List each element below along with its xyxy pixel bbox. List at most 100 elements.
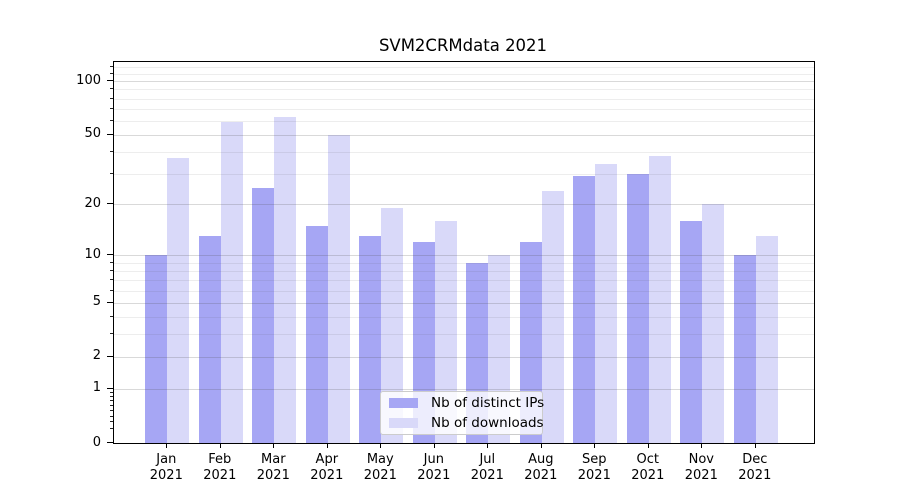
ytick-label-100: 100 <box>76 72 101 88</box>
legend: Nb of distinct IPs Nb of downloads <box>380 391 545 435</box>
ytick-minor-90 <box>109 88 113 90</box>
ytick-minor-60 <box>109 119 113 121</box>
legend-item-downloads: Nb of downloads <box>381 415 544 432</box>
ytick-minor-0.2 <box>109 427 113 429</box>
xtick-may <box>380 443 382 448</box>
legend-label-downloads: Nb of downloads <box>431 415 544 431</box>
ytick-minor-70 <box>109 107 113 109</box>
xtick-jul <box>487 443 489 448</box>
bar-downloads-may <box>381 208 404 443</box>
gridline-minor-60 <box>114 120 814 122</box>
gridline-minor-110 <box>114 73 814 75</box>
bar-distinct-ips-dec <box>733 255 756 443</box>
xtick-feb <box>219 443 221 448</box>
ytick-minor-0.7 <box>109 400 113 402</box>
ytick-minor-6 <box>109 289 113 291</box>
bar-downloads-nov <box>702 204 725 443</box>
ytick-minor-7 <box>109 279 113 280</box>
xtick-label-jun: Jun 2021 <box>417 452 451 483</box>
bar-downloads-jun <box>434 220 457 443</box>
ytick-label-10: 10 <box>84 246 101 262</box>
ytick-minor-120 <box>109 66 113 68</box>
gridline-minor-70 <box>114 108 814 110</box>
bar-distinct-ips-sep <box>573 176 596 443</box>
xtick-oct <box>647 443 649 448</box>
legend-item-distinct-ips: Nb of distinct IPs <box>381 395 545 412</box>
xtick-aug <box>540 443 542 448</box>
xtick-label-oct: Oct 2021 <box>631 452 665 483</box>
bar-distinct-ips-may <box>359 236 382 443</box>
xtick-label-sep: Sep 2021 <box>577 452 611 483</box>
ytick-minor-80 <box>109 97 113 99</box>
ytick-minor-0.8 <box>109 395 113 397</box>
ytick-minor-0.9 <box>109 391 113 393</box>
ytick-label-5: 5 <box>92 294 101 309</box>
gridline-minor-40 <box>114 151 814 153</box>
xtick-label-dec: Dec 2021 <box>738 452 772 483</box>
bar-downloads-apr <box>327 134 350 443</box>
gridline-major-50 <box>114 134 814 136</box>
ytick-label-50: 50 <box>84 126 101 142</box>
gridline-minor-30 <box>114 173 814 175</box>
ytick-label-1: 1 <box>92 380 101 396</box>
bar-distinct-ips-feb <box>198 236 221 443</box>
bar-distinct-ips-mar <box>252 187 275 443</box>
xtick-label-may: May 2021 <box>363 452 397 483</box>
xtick-jun <box>433 443 435 448</box>
ytick-minor-9 <box>109 261 113 263</box>
ytick-minor-4 <box>109 315 113 317</box>
bar-downloads-jan <box>167 157 190 443</box>
xtick-label-jul: Jul 2021 <box>470 452 504 483</box>
chart-title: SVM2CRMdata 2021 <box>378 36 548 55</box>
bar-downloads-aug <box>541 190 564 443</box>
bar-distinct-ips-jan <box>145 255 168 443</box>
xtick-label-aug: Aug 2021 <box>524 452 558 483</box>
legend-swatch-downloads <box>389 418 418 428</box>
bar-downloads-oct <box>648 155 671 443</box>
xtick-dec <box>754 443 756 448</box>
ytick-label-2: 2 <box>92 348 101 364</box>
ytick-20 <box>107 203 113 205</box>
xtick-nov <box>701 443 703 448</box>
ytick-2 <box>107 355 113 357</box>
gridline-minor-90 <box>114 89 814 91</box>
ytick-minor-110 <box>109 72 113 74</box>
ytick-50 <box>107 133 113 135</box>
ytick-minor-3 <box>109 333 113 335</box>
xtick-label-apr: Apr 2021 <box>310 452 344 483</box>
bar-distinct-ips-nov <box>680 220 703 443</box>
ytick-100 <box>107 80 113 82</box>
ytick-minor-40 <box>109 150 113 152</box>
gridline-major-100 <box>114 81 814 83</box>
gridline-minor-80 <box>114 98 814 100</box>
ytick-5 <box>107 301 113 303</box>
bar-downloads-mar <box>274 117 297 443</box>
ytick-1 <box>107 387 113 389</box>
xtick-label-nov: Nov 2021 <box>684 452 718 483</box>
ytick-10 <box>107 254 113 255</box>
xtick-jan <box>166 443 168 448</box>
ytick-minor-30 <box>109 172 113 174</box>
ytick-minor-0.3 <box>109 421 113 423</box>
bar-distinct-ips-oct <box>626 173 649 443</box>
xtick-label-jan: Jan 2021 <box>149 452 183 483</box>
legend-label-distinct-ips: Nb of distinct IPs <box>431 395 545 411</box>
legend-swatch-distinct-ips <box>389 398 418 408</box>
ytick-0 <box>107 442 113 443</box>
xtick-label-mar: Mar 2021 <box>256 452 290 483</box>
ytick-minor-0.4 <box>109 415 113 417</box>
xtick-sep <box>594 443 596 448</box>
xtick-mar <box>273 443 275 448</box>
bar-distinct-ips-apr <box>305 225 328 443</box>
xtick-label-feb: Feb 2021 <box>203 452 237 483</box>
ytick-label-0: 0 <box>92 434 101 450</box>
xtick-apr <box>326 443 328 448</box>
ytick-minor-0.6 <box>109 405 113 407</box>
bar-downloads-dec <box>755 236 778 443</box>
plot-area <box>113 61 815 444</box>
bar-downloads-feb <box>220 122 243 443</box>
bar-downloads-sep <box>595 164 618 443</box>
gridline-minor-120 <box>114 67 814 69</box>
ytick-minor-0.5 <box>109 410 113 412</box>
